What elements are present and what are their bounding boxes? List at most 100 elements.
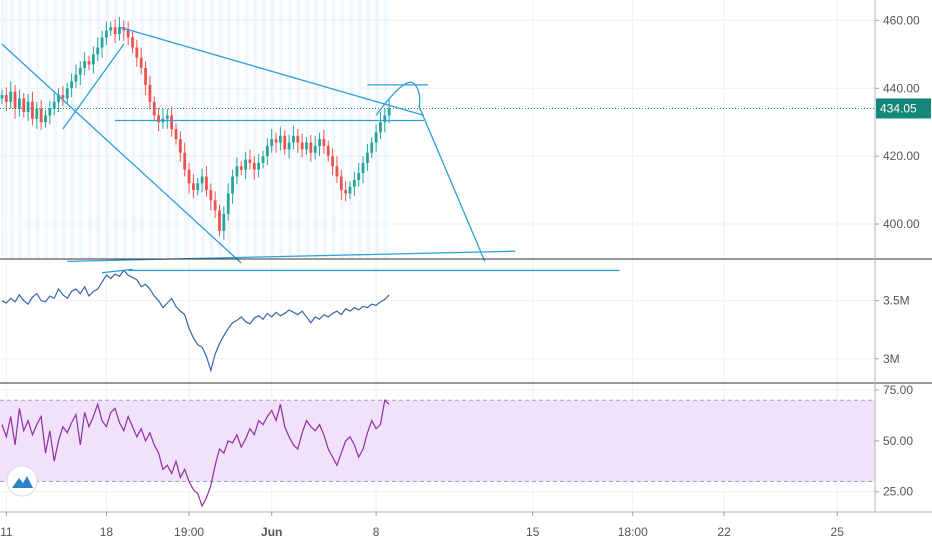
candle-body xyxy=(248,159,252,163)
pane-volume-indicator: 3M 3.5M xyxy=(0,268,910,373)
candle xyxy=(31,91,34,126)
candle xyxy=(309,134,313,162)
candle xyxy=(222,206,226,240)
candle-body xyxy=(331,156,334,167)
candle xyxy=(126,21,130,46)
candle xyxy=(105,21,108,46)
candle-body xyxy=(91,54,95,65)
candle xyxy=(65,82,69,104)
candle xyxy=(39,99,43,131)
candle xyxy=(357,162,361,187)
x-tick-label: 25 xyxy=(831,525,845,539)
candle-body xyxy=(31,101,34,119)
candle xyxy=(218,205,221,237)
candle-body xyxy=(78,67,82,75)
candle xyxy=(248,149,252,170)
candle xyxy=(370,137,374,159)
session-band xyxy=(140,0,145,258)
candle-body xyxy=(279,135,282,143)
session-band xyxy=(53,0,58,258)
candle xyxy=(292,125,295,150)
candle xyxy=(157,107,160,132)
trendline-line[interactable] xyxy=(119,26,425,117)
candle-body xyxy=(226,193,230,214)
pane-price: 400.00 420.00 440.00 460.00 434.05 xyxy=(0,13,931,264)
candle xyxy=(231,169,234,204)
candle-body xyxy=(70,81,73,89)
candle xyxy=(270,129,274,153)
candle xyxy=(379,112,382,140)
trendline-line[interactable] xyxy=(101,268,133,274)
session-band xyxy=(253,0,258,258)
candle xyxy=(283,130,287,155)
candle-body xyxy=(35,108,39,119)
candle xyxy=(131,31,134,53)
candle-body xyxy=(322,139,326,146)
candle xyxy=(335,156,339,184)
candle-body xyxy=(361,162,365,174)
candle-body xyxy=(0,95,4,99)
candle-body xyxy=(113,27,117,34)
candle-body xyxy=(205,176,208,191)
candle xyxy=(26,94,30,122)
candle xyxy=(244,151,247,179)
candle xyxy=(296,129,300,153)
last-price-label: 434.05 xyxy=(880,101,917,115)
candle-body xyxy=(131,37,134,48)
candle xyxy=(305,137,308,155)
pane-RSI: 25.00 50.00 75.00 xyxy=(0,383,913,508)
y-tick-label: 420.00 xyxy=(883,149,920,163)
candle xyxy=(91,46,95,74)
candle xyxy=(178,131,182,162)
candle-body xyxy=(283,135,287,150)
candle xyxy=(339,169,343,201)
candle xyxy=(13,85,17,119)
candle-body xyxy=(170,115,174,129)
candle xyxy=(135,39,139,67)
candle xyxy=(48,100,52,125)
candle-body xyxy=(313,145,317,153)
x-axis: 11 18 19:00 Jun 8 15 18:00 22 25 xyxy=(0,512,844,539)
candle-body xyxy=(318,139,321,146)
session-band xyxy=(331,0,336,258)
candle xyxy=(4,87,8,111)
candle xyxy=(170,106,174,137)
candle xyxy=(44,109,47,128)
candle-body xyxy=(387,108,391,116)
candle-body xyxy=(126,30,130,38)
candle-body xyxy=(44,115,47,123)
x-tick-label: 19:00 xyxy=(174,525,204,539)
candle-body xyxy=(309,142,313,153)
session-band xyxy=(322,0,327,258)
candle-body xyxy=(344,190,348,194)
trendline-line[interactable] xyxy=(1,43,242,264)
candle xyxy=(331,148,334,176)
candle xyxy=(239,160,243,176)
candle xyxy=(118,16,121,41)
candle xyxy=(352,172,356,196)
tradingview-logo-icon[interactable] xyxy=(6,465,38,497)
candle xyxy=(344,181,348,202)
trendline-line[interactable] xyxy=(67,250,516,263)
candle-body xyxy=(374,132,378,143)
candle xyxy=(52,91,56,116)
candle-body xyxy=(83,61,87,68)
candle-body xyxy=(135,47,139,58)
candle-body xyxy=(100,37,104,48)
x-tick-label: 11 xyxy=(0,525,13,539)
x-tick-label: Jun xyxy=(261,525,282,539)
candle-body xyxy=(339,176,343,191)
candle-body xyxy=(192,183,195,191)
trendline-line[interactable] xyxy=(62,43,125,130)
candle xyxy=(261,150,265,169)
candle xyxy=(192,174,195,198)
candle xyxy=(109,21,113,36)
candle xyxy=(374,124,378,152)
candle-body xyxy=(370,142,374,153)
x-tick-label: 15 xyxy=(526,525,540,539)
candle xyxy=(318,132,321,157)
candle-body xyxy=(305,142,308,150)
session-shading xyxy=(1,0,388,258)
